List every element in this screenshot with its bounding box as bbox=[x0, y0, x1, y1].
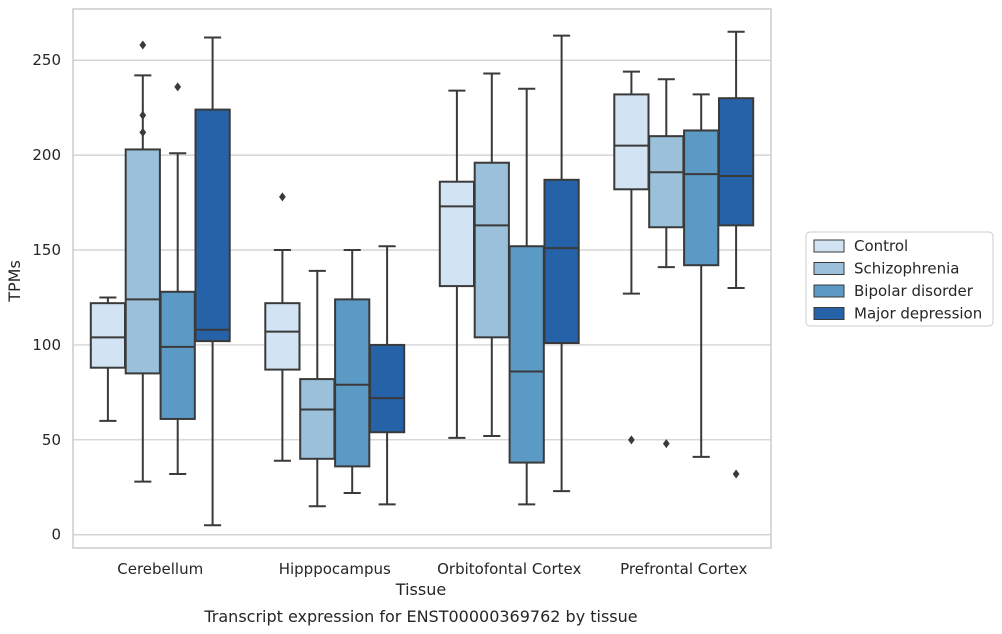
legend-label: Bipolar disorder bbox=[854, 282, 974, 300]
y-tick-label: 250 bbox=[32, 51, 61, 69]
box-2-3 bbox=[543, 34, 580, 493]
legend-swatch bbox=[813, 262, 845, 275]
y-tick-label: 100 bbox=[32, 336, 61, 354]
x-tick-label: Hipppocampus bbox=[279, 560, 391, 578]
y-axis-ticks: 0 50 100 150 200 250 bbox=[32, 51, 61, 543]
box-iqr bbox=[89, 302, 127, 369]
box-0-0 bbox=[89, 296, 127, 422]
box-iqr bbox=[124, 148, 161, 375]
outlier-point bbox=[174, 82, 182, 92]
y-tick-label: 50 bbox=[42, 431, 61, 449]
plot-frame bbox=[72, 8, 772, 549]
box-iqr bbox=[368, 343, 406, 434]
box-iqr bbox=[508, 245, 545, 464]
outlier-point bbox=[139, 110, 147, 120]
legend-swatch bbox=[813, 284, 845, 298]
legend-swatch bbox=[813, 307, 845, 320]
legend-label: Major depression bbox=[854, 305, 982, 323]
box-3-2 bbox=[683, 93, 720, 458]
legend-frame bbox=[805, 231, 994, 327]
box-iqr bbox=[159, 290, 196, 420]
box-iqr bbox=[648, 135, 685, 229]
chart-caption: Transcript expression for ENST0000036976… bbox=[203, 607, 637, 626]
outlier-point bbox=[628, 435, 635, 445]
y-tick-label: 200 bbox=[32, 146, 61, 164]
box-2-2 bbox=[508, 87, 545, 506]
box-2-0 bbox=[438, 89, 476, 439]
x-axis-ticks: Cerebellum Hipppocampus Orbitofontal Corte… bbox=[117, 560, 747, 578]
box-3-1 bbox=[648, 78, 685, 449]
outlier-point bbox=[279, 192, 286, 202]
box-iqr bbox=[473, 161, 510, 339]
box-3-3 bbox=[717, 30, 755, 479]
x-tick-label: Orbitofontal Cortex bbox=[437, 560, 581, 578]
y-tick-label: 0 bbox=[51, 526, 61, 544]
legend-label: Control bbox=[854, 237, 908, 255]
outlier-point bbox=[139, 40, 147, 50]
box-iqr bbox=[334, 298, 371, 468]
legend-label: Schizophrenia bbox=[854, 260, 959, 278]
box-1-1 bbox=[299, 269, 336, 508]
box-1-3 bbox=[368, 245, 406, 506]
box-0-1 bbox=[124, 40, 161, 483]
box-iqr bbox=[683, 129, 720, 267]
box-0-3 bbox=[194, 36, 231, 527]
box-1-0 bbox=[264, 192, 301, 462]
legend: Control Schizophrenia Bipolar disorder Majo… bbox=[805, 231, 994, 327]
box-iqr bbox=[613, 93, 650, 191]
outlier-point bbox=[139, 127, 147, 137]
box-iqr bbox=[717, 97, 755, 227]
outlier-point bbox=[732, 469, 740, 479]
x-tick-label: Cerebellum bbox=[117, 560, 203, 578]
y-tick-label: 150 bbox=[32, 241, 61, 259]
box-iqr bbox=[543, 178, 580, 345]
box-3-0 bbox=[613, 70, 650, 445]
legend-swatch bbox=[813, 239, 845, 253]
box-2-1 bbox=[473, 72, 510, 438]
x-axis-label: Tissue bbox=[395, 580, 446, 599]
box-iqr bbox=[299, 378, 336, 460]
y-axis-label: TPMs bbox=[5, 260, 24, 303]
plot-boxes bbox=[89, 30, 755, 527]
box-iqr bbox=[194, 108, 231, 343]
box-iqr bbox=[264, 302, 301, 371]
x-tick-label: Prefrontal Cortex bbox=[620, 560, 747, 578]
outlier-point bbox=[662, 439, 670, 449]
box-1-2 bbox=[334, 249, 371, 494]
box-0-2 bbox=[159, 82, 196, 475]
box-iqr bbox=[438, 180, 476, 288]
